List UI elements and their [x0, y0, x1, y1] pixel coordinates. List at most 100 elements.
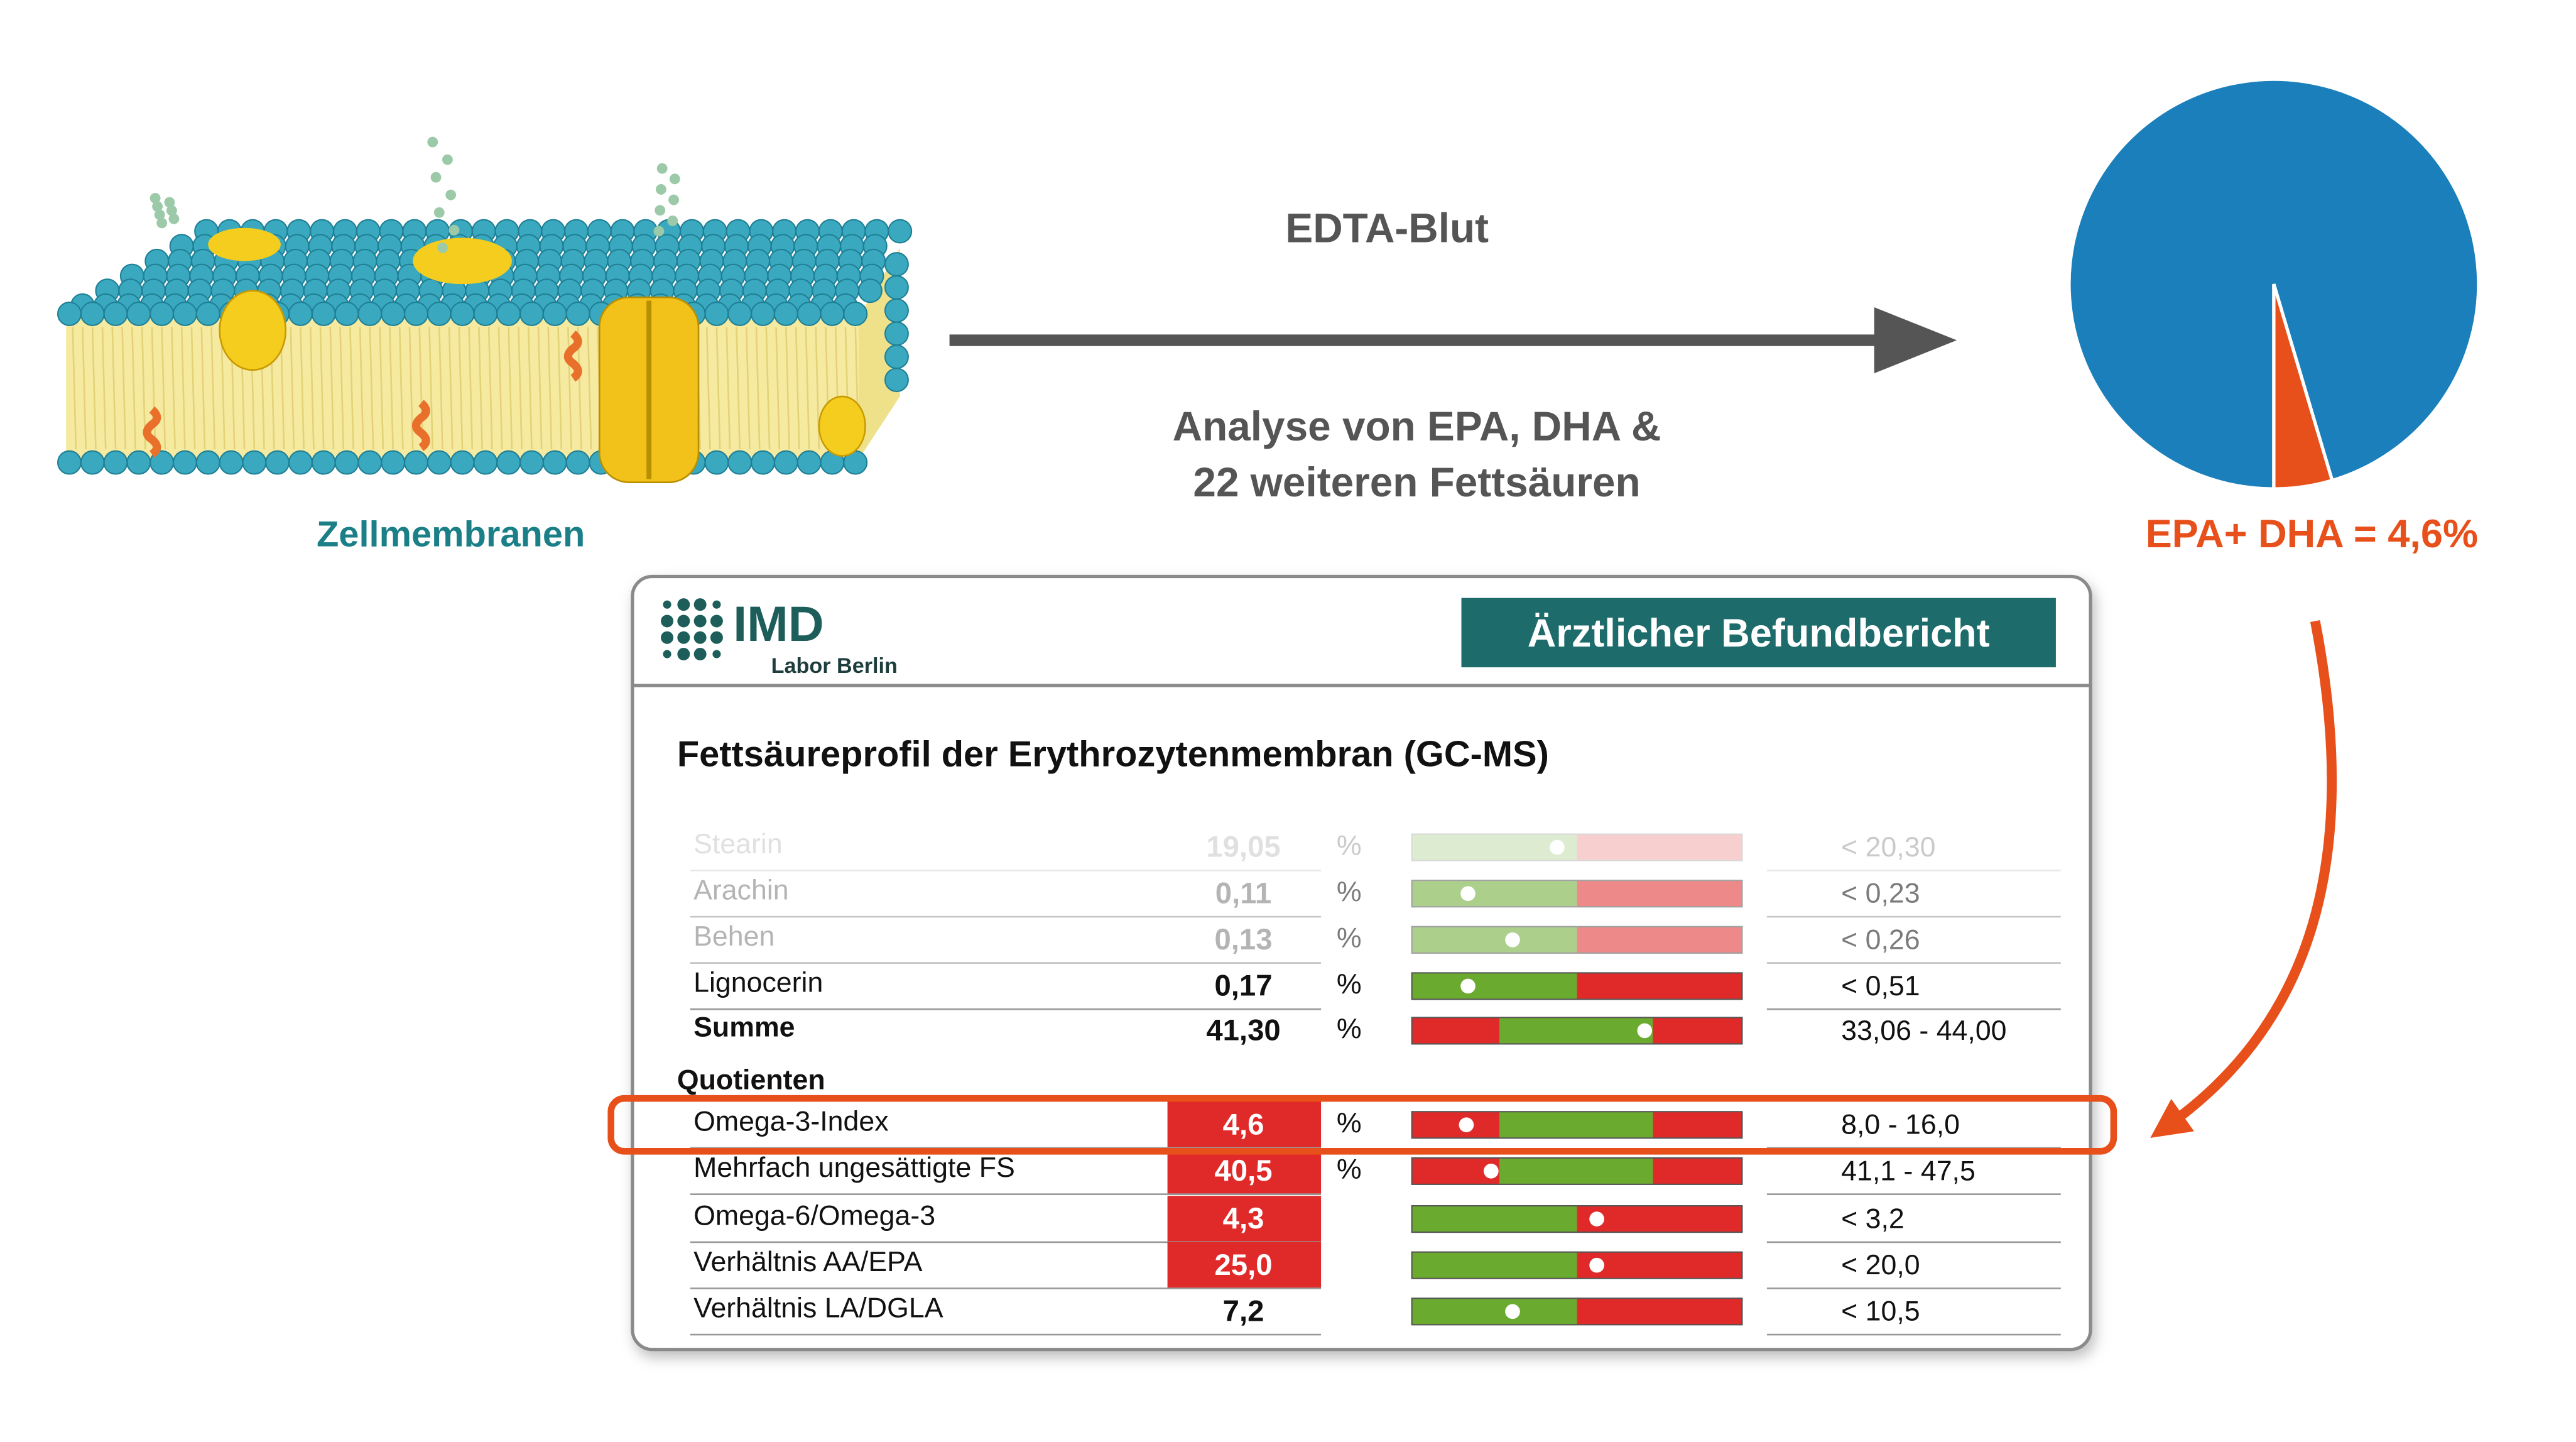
report-heading: Ärztlicher Befundbericht [1528, 611, 1990, 655]
lipid-head [357, 302, 383, 326]
lipid-tail [131, 327, 136, 450]
logo-dot [712, 600, 721, 609]
logo-dot [677, 631, 690, 644]
row-name: Arachin [693, 875, 789, 905]
lipid-head [288, 450, 313, 475]
lipid-head [80, 450, 105, 475]
lipid-head [219, 450, 244, 475]
range-frame [1411, 880, 1743, 908]
lipid-head [519, 450, 544, 475]
table-row: Stearin 19,05% < 20,30 [690, 829, 2061, 871]
sugar-chain [166, 205, 177, 216]
lipid-tail [458, 327, 464, 450]
sugar-chain [164, 197, 175, 208]
lipid-tail [121, 327, 127, 450]
table-row: Mehrfach ungesättigte FS 40,5% 41,1 - 47,5 [690, 1148, 2061, 1195]
lipid-tail [398, 327, 404, 450]
lipid-head [404, 450, 428, 475]
sugar-chain [656, 184, 666, 195]
sugar-chain [156, 217, 168, 229]
pie-label: EPA+ DHA = 4,6% [2146, 512, 2478, 556]
range-marker [1484, 1164, 1499, 1179]
lipid-head [704, 450, 729, 475]
lipid-head [496, 302, 521, 326]
sugar-chain [433, 207, 445, 218]
lipid-tail [478, 327, 483, 450]
row-reference: < 3,2 [1841, 1204, 1905, 1235]
lipid-tail [339, 327, 345, 450]
range-normal [1411, 973, 1577, 1000]
sugar-chain [445, 189, 457, 200]
row-reference: 33,06 - 44,00 [1841, 1015, 2006, 1046]
lipid-head [884, 321, 909, 346]
range-frame [1411, 833, 1743, 861]
range-high [1653, 1017, 1742, 1044]
lipid-head [542, 450, 567, 475]
range-frame [1411, 1111, 1743, 1139]
lipid-head [381, 302, 406, 326]
lipid-tail [190, 327, 196, 450]
lipid-tail [547, 327, 553, 450]
range-high [1653, 1112, 1742, 1139]
row-name: Verhältnis AA/EPA [693, 1247, 923, 1277]
range-normal [1499, 1017, 1653, 1044]
lipid-tail [468, 327, 474, 450]
range-marker [1460, 978, 1475, 994]
lipid-tail [300, 327, 305, 450]
lipid-head [704, 302, 729, 326]
lipid-tail [369, 327, 374, 450]
lipid-head [195, 302, 220, 326]
row-name: Stearin [693, 829, 783, 860]
lipid-head [773, 450, 798, 475]
protein [818, 395, 866, 457]
range-high [1577, 880, 1742, 907]
lipid-tail [329, 327, 335, 450]
lipid-head [727, 302, 753, 326]
sugar-chain [152, 201, 163, 212]
lipid-head [888, 219, 913, 244]
logo-dot [710, 614, 723, 628]
lipid-head [843, 302, 868, 326]
report-frame [631, 574, 2092, 1352]
row-reference: < 0,23 [1841, 878, 1920, 909]
range-high [1577, 834, 1742, 861]
lipid-head [311, 302, 336, 326]
lipid-head [427, 450, 452, 475]
logo-dot [693, 614, 707, 628]
lipid-tail [408, 327, 414, 450]
sugar-chain [668, 194, 679, 205]
logo-name: IMD [733, 596, 824, 652]
sugar-chain [437, 242, 448, 253]
lipid-head [884, 252, 909, 277]
sugar-chain [655, 205, 666, 216]
range-low [1411, 1112, 1499, 1139]
logo-dot [693, 598, 707, 611]
row-reference: < 0,51 [1841, 971, 1920, 1002]
lipid-tail [805, 327, 810, 450]
table-row: Summe 41,30% 33,06 - 44,00 [693, 1012, 2006, 1047]
lipid-head [334, 302, 359, 326]
protein [208, 227, 281, 261]
lipid-tail [379, 327, 384, 450]
lipid-tail [795, 327, 800, 450]
range-marker [1589, 1211, 1604, 1226]
range-marker [1460, 886, 1475, 902]
row-name: Mehrfach ungesättigte FS [693, 1152, 1015, 1183]
lipid-tail [705, 327, 711, 450]
lipid-head [103, 450, 128, 475]
sample-label: EDTA-Blut [1285, 205, 1489, 251]
lipid-head [820, 302, 845, 326]
range-normal [1411, 1252, 1577, 1279]
lipid-head [796, 450, 822, 475]
pie-chart [2067, 77, 2481, 491]
logo-dot [710, 631, 723, 644]
range-frame [1411, 1157, 1743, 1185]
table-row: Behen 0,13% < 0,26 [690, 921, 2061, 964]
row-name: Omega-3-Index [693, 1106, 888, 1137]
range-normal [1411, 834, 1577, 861]
lipid-head [288, 302, 313, 326]
row-name: Summe [693, 1012, 795, 1043]
analysis-label: 22 weiteren Fettsäuren [1193, 459, 1640, 505]
protein [413, 238, 512, 285]
